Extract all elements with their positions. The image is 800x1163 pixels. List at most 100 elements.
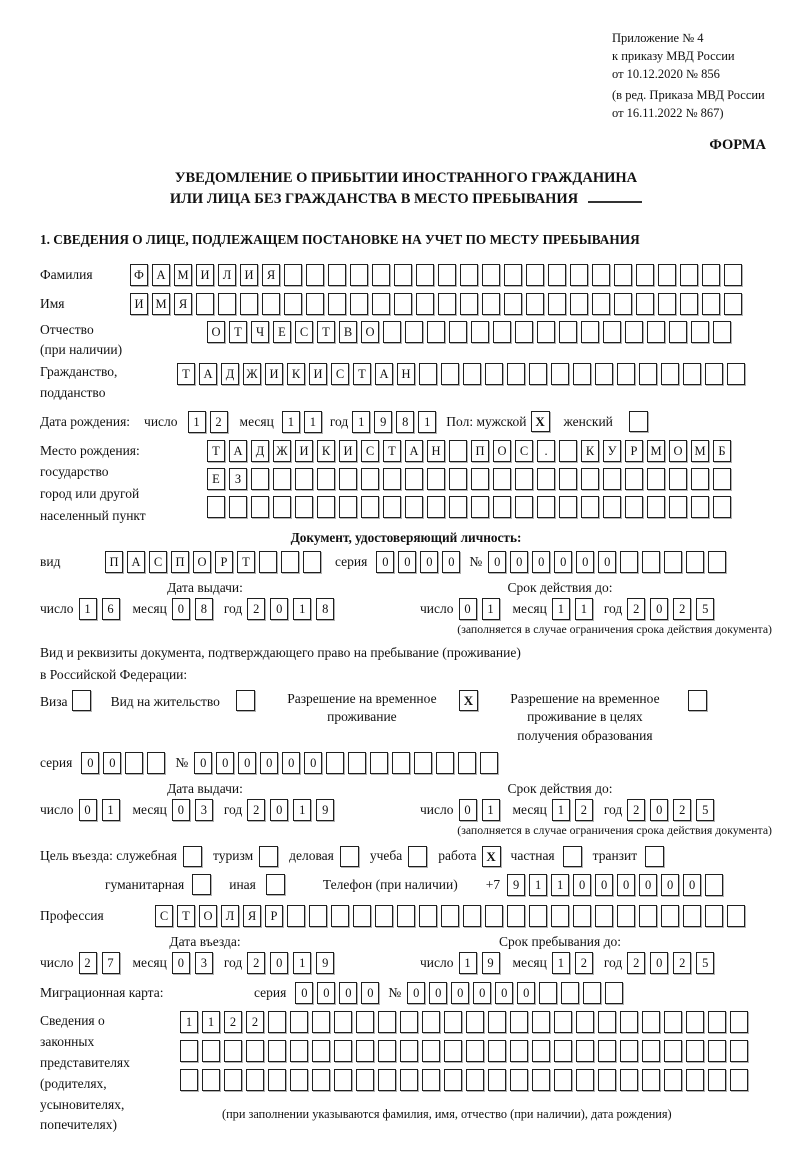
char-cell[interactable] [471, 495, 489, 518]
char-cell[interactable] [361, 467, 379, 490]
char-cell[interactable] [548, 292, 566, 315]
char-cell[interactable]: 0 [683, 873, 702, 896]
char-cell[interactable] [125, 751, 144, 774]
char-cell[interactable] [251, 467, 269, 490]
char-cell[interactable] [647, 320, 665, 343]
char-cell[interactable] [419, 904, 437, 927]
char-cell[interactable]: 0 [194, 751, 213, 774]
char-cell[interactable] [573, 904, 591, 927]
char-cell[interactable] [306, 292, 324, 315]
char-cell[interactable] [361, 495, 379, 518]
char-cell[interactable] [598, 1039, 616, 1062]
char-cell[interactable] [559, 495, 577, 518]
char-cell[interactable]: 0 [304, 751, 323, 774]
char-cell[interactable]: 0 [81, 751, 100, 774]
char-cell[interactable] [246, 1068, 264, 1091]
char-cell[interactable] [532, 1010, 550, 1033]
char-cell[interactable] [598, 1010, 616, 1033]
char-cell[interactable] [466, 1068, 484, 1091]
char-cell[interactable] [702, 292, 720, 315]
char-cell[interactable]: 3 [194, 798, 213, 821]
char-cell[interactable] [444, 1010, 462, 1033]
char-cell[interactable]: О [199, 904, 217, 927]
char-cell[interactable] [317, 495, 335, 518]
char-cell[interactable] [647, 495, 665, 518]
char-cell[interactable]: С [361, 439, 379, 462]
char-cell[interactable]: 1 [293, 951, 312, 974]
char-cell[interactable]: 0 [238, 751, 257, 774]
char-cell[interactable] [240, 292, 258, 315]
char-cell[interactable] [427, 320, 445, 343]
char-cell[interactable] [458, 751, 477, 774]
char-cell[interactable]: С [295, 320, 313, 343]
char-cell[interactable] [642, 1068, 660, 1091]
char-cell[interactable] [598, 1068, 616, 1091]
char-cell[interactable] [620, 1039, 638, 1062]
char-cell[interactable]: 0 [361, 981, 380, 1004]
char-cell[interactable]: 0 [451, 981, 470, 1004]
char-cell[interactable]: С [515, 439, 533, 462]
char-cell[interactable]: А [405, 439, 423, 462]
char-cell[interactable] [664, 1039, 682, 1062]
char-cell[interactable] [664, 551, 683, 574]
char-cell[interactable] [436, 751, 455, 774]
char-cell[interactable]: П [171, 551, 189, 574]
char-cell[interactable] [287, 904, 305, 927]
char-cell[interactable]: У [603, 439, 621, 462]
char-cell[interactable] [713, 495, 731, 518]
char-cell[interactable]: 2 [574, 951, 593, 974]
char-cell[interactable] [419, 363, 437, 386]
char-cell[interactable] [378, 1039, 396, 1062]
char-cell[interactable] [268, 1010, 286, 1033]
char-cell[interactable] [356, 1039, 374, 1062]
char-cell[interactable]: 0 [517, 981, 536, 1004]
char-cell[interactable] [724, 292, 742, 315]
char-cell[interactable] [727, 363, 745, 386]
char-cell[interactable] [449, 495, 467, 518]
char-cell[interactable]: 0 [617, 873, 636, 896]
other-purpose-checkbox[interactable] [265, 874, 285, 896]
char-cell[interactable]: 0 [554, 551, 573, 574]
char-cell[interactable] [202, 1068, 220, 1091]
char-cell[interactable] [449, 467, 467, 490]
char-cell[interactable]: Т [207, 439, 225, 462]
char-cell[interactable]: 0 [270, 951, 289, 974]
char-cell[interactable]: К [581, 439, 599, 462]
char-cell[interactable]: 1 [101, 798, 120, 821]
char-cell[interactable]: 1 [293, 598, 312, 621]
char-cell[interactable] [669, 495, 687, 518]
humanitarian-checkbox[interactable] [192, 874, 212, 896]
char-cell[interactable]: Е [273, 320, 291, 343]
char-cell[interactable] [639, 904, 657, 927]
char-cell[interactable] [705, 904, 723, 927]
char-cell[interactable]: 0 [458, 798, 477, 821]
char-cell[interactable] [661, 363, 679, 386]
char-cell[interactable] [295, 467, 313, 490]
char-cell[interactable] [331, 904, 349, 927]
char-cell[interactable]: Ж [273, 439, 291, 462]
char-cell[interactable] [639, 363, 657, 386]
char-cell[interactable]: 0 [260, 751, 279, 774]
char-cell[interactable] [303, 551, 321, 574]
char-cell[interactable] [460, 263, 478, 286]
char-cell[interactable]: И [240, 263, 258, 286]
char-cell[interactable] [460, 292, 478, 315]
char-cell[interactable]: И [196, 263, 214, 286]
char-cell[interactable] [312, 1010, 330, 1033]
work-checkbox[interactable]: X [481, 845, 501, 867]
char-cell[interactable] [576, 1010, 594, 1033]
char-cell[interactable]: 0 [295, 981, 314, 1004]
char-cell[interactable] [422, 1039, 440, 1062]
char-cell[interactable] [537, 320, 555, 343]
char-cell[interactable] [592, 263, 610, 286]
char-cell[interactable]: 1 [78, 598, 97, 621]
char-cell[interactable] [268, 1039, 286, 1062]
female-checkbox[interactable] [628, 411, 648, 433]
char-cell[interactable] [370, 751, 389, 774]
char-cell[interactable] [383, 467, 401, 490]
business-checkbox[interactable] [339, 845, 359, 867]
char-cell[interactable]: 2 [246, 1010, 264, 1033]
char-cell[interactable] [488, 1039, 506, 1062]
char-cell[interactable] [595, 363, 613, 386]
char-cell[interactable]: 0 [171, 798, 190, 821]
